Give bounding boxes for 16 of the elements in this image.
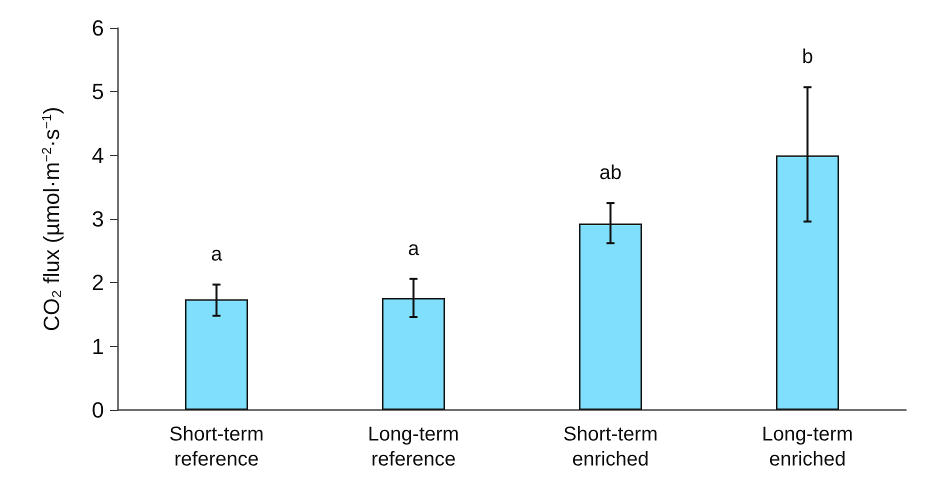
y-tick-label: 1	[92, 334, 104, 359]
annotation: b	[802, 46, 814, 68]
y-tick-label: 5	[92, 79, 104, 104]
y-tick-label: 6	[92, 16, 104, 40]
annotation: ab	[599, 162, 622, 184]
x-tick-label: Long-term reference	[368, 424, 460, 470]
annotation: a	[408, 238, 420, 260]
y-tick-label: 3	[92, 206, 104, 232]
y-tick-label: 2	[92, 270, 104, 296]
x-tick-label: Short-term enriched	[563, 424, 658, 470]
y-tick-label: 0	[92, 398, 104, 422]
x-tick-label: Short-term reference	[169, 424, 264, 470]
y-axis-title: CO₂ flux (µmol·m−2·s−1)	[39, 106, 64, 332]
y-tick-label: 4	[92, 142, 104, 168]
x-tick-label: Long-term enriched	[762, 424, 854, 470]
annotation: a	[210, 244, 223, 266]
